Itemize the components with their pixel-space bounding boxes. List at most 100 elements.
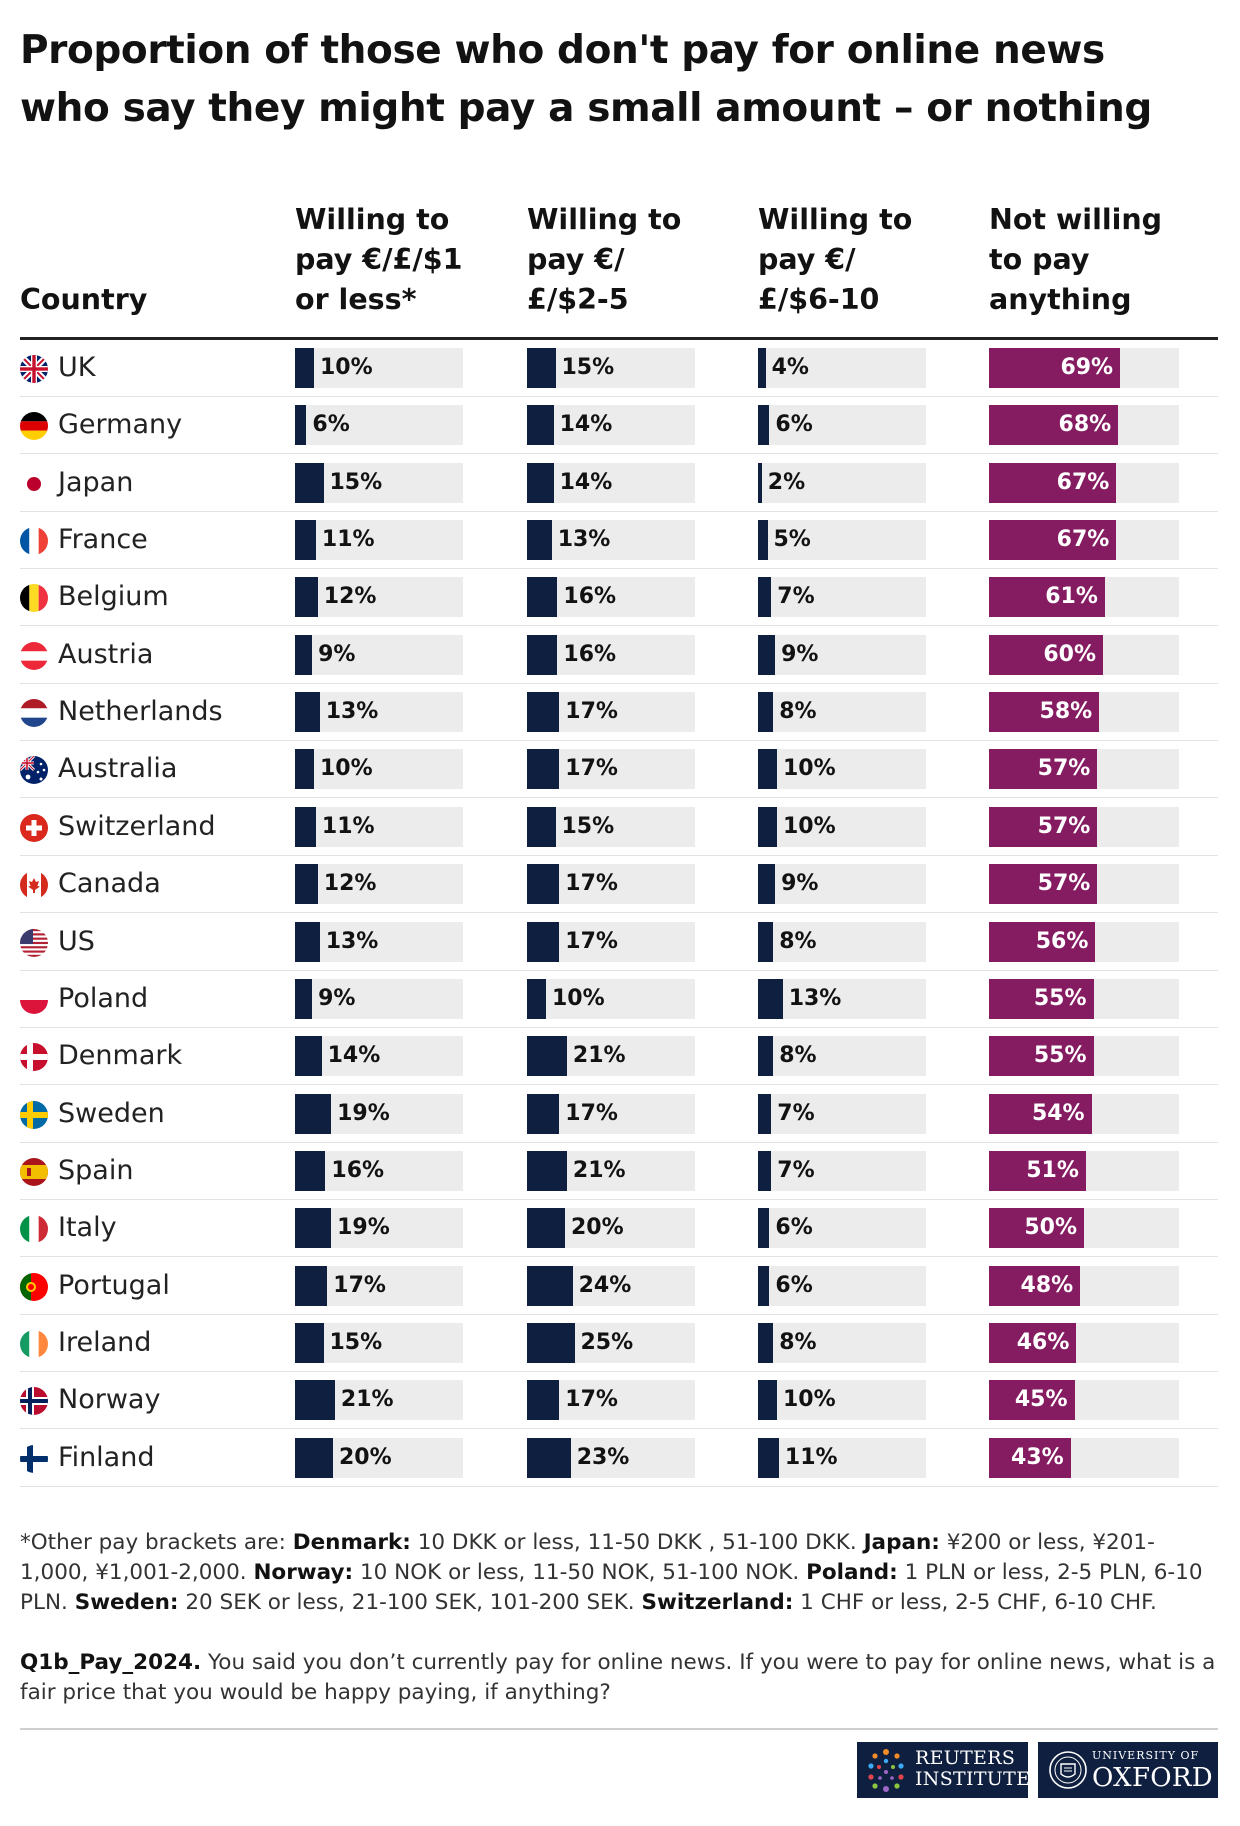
country-label: Finland [58, 1441, 155, 1473]
bar-not-willing [989, 1265, 1081, 1306]
table-row: Spain 16% 21% 7% 51% [20, 1142, 1218, 1200]
table-row: Norway 21% 17% 10% 45% [20, 1371, 1218, 1430]
table-row: Ireland 15% 25% 8% 46% [20, 1314, 1218, 1372]
bar-not-willing [989, 749, 1098, 790]
bar-track-willing-2-5: 14% [527, 405, 695, 446]
data-label-willing-1-or-less: 10% [320, 756, 373, 782]
bar-track-willing-6-10: 7% [758, 1093, 926, 1134]
flag-spain-icon [20, 1157, 48, 1186]
bar-willing-2-5 [527, 749, 560, 790]
row-divider [20, 912, 1218, 914]
bar-not-willing [989, 1150, 1086, 1191]
flag-italy-icon [20, 1215, 48, 1244]
footnote-label: Denmark: [292, 1530, 411, 1555]
header-rule [20, 337, 1218, 340]
bar-track-not-willing: 43% [989, 1437, 1179, 1478]
bar-track-willing-2-5: 17% [527, 921, 695, 962]
table-row: Belgium 12% 16% 7% 61% [20, 568, 1218, 627]
bar-willing-2-5 [527, 462, 554, 503]
flag-switzerland-icon [20, 813, 48, 842]
bar-willing-6-10 [758, 921, 774, 962]
bar-willing-1-or-less [295, 864, 318, 905]
bar-track-willing-2-5: 10% [527, 978, 695, 1019]
row-divider [20, 1026, 1218, 1028]
flag-australia-icon [20, 756, 48, 785]
data-label-willing-1-or-less: 13% [325, 928, 379, 954]
bar-willing-6-10 [758, 1322, 774, 1363]
flag-us-icon [20, 928, 48, 957]
data-label-willing-1-or-less: 11% [321, 527, 375, 553]
header-col-2-line-2: pay €/ [527, 243, 625, 276]
data-label-willing-2-5: 15% [561, 813, 615, 839]
data-label-willing-1-or-less: 19% [337, 1215, 390, 1241]
data-label-not-willing: 67% [1056, 527, 1110, 553]
footnote-text: 1 CHF or less, 2-5 CHF, 6-10 CHF. [793, 1590, 1157, 1615]
bar-not-willing [989, 634, 1103, 675]
bar-track-willing-2-5: 21% [527, 1150, 695, 1191]
data-label-willing-1-or-less: 13% [325, 699, 379, 725]
data-label-willing-2-5: 17% [565, 756, 618, 782]
reuters-logo-line-2: INSTITUTE [915, 1768, 1031, 1790]
data-label-willing-2-5: 25% [580, 1329, 634, 1355]
bar-willing-2-5 [527, 1437, 571, 1478]
bar-not-willing [989, 1380, 1075, 1421]
table-row: Australia 10% 17% 10% 57% [20, 740, 1218, 799]
bar-track-willing-6-10: 8% [758, 692, 926, 733]
bar-track-not-willing: 58% [989, 692, 1179, 733]
bar-track-willing-6-10: 9% [758, 634, 926, 675]
bar-track-willing-2-5: 24% [527, 1265, 695, 1306]
data-label-not-willing: 45% [1014, 1387, 1068, 1413]
bar-willing-6-10 [758, 520, 768, 561]
oxford-logo-line-1: UNIVERSITY OF [1092, 1749, 1200, 1762]
flag-belgium-icon [20, 584, 48, 613]
country-label: France [58, 524, 148, 556]
flag-sweden-icon [20, 1100, 48, 1129]
bar-track-not-willing: 45% [989, 1380, 1179, 1421]
bar-willing-1-or-less [295, 806, 316, 847]
bar-track-willing-1-or-less: 12% [295, 577, 463, 618]
bar-track-willing-1-or-less: 16% [295, 1150, 463, 1191]
bar-not-willing [989, 520, 1117, 561]
bar-not-willing [989, 806, 1098, 847]
bar-track-willing-6-10: 10% [758, 749, 926, 790]
header-country: Country [20, 283, 148, 316]
footnote-label: Norway: [253, 1560, 354, 1585]
data-label-not-willing: 60% [1043, 641, 1096, 667]
bar-not-willing [989, 1322, 1077, 1363]
bar-willing-1-or-less [295, 749, 314, 790]
bar-track-not-willing: 60% [989, 634, 1179, 675]
bar-willing-2-5 [527, 348, 556, 388]
bar-willing-1-or-less [295, 978, 313, 1019]
bar-willing-6-10 [758, 1036, 774, 1077]
bar-willing-2-5 [527, 864, 560, 905]
country-label: Austria [58, 638, 154, 670]
bar-track-willing-2-5: 20% [527, 1208, 695, 1249]
bar-willing-2-5 [527, 1265, 573, 1306]
footnote-label: Switzerland: [641, 1590, 794, 1615]
bar-track-willing-2-5: 16% [527, 634, 695, 675]
header-col-2-line-1: Willing to [527, 203, 682, 236]
flag-france-icon [20, 527, 48, 556]
row-divider [20, 625, 1218, 627]
bar-willing-2-5 [527, 692, 560, 733]
table-row: Canada 12% 17% 9% 57% [20, 855, 1218, 914]
bar-not-willing [989, 577, 1105, 618]
bar-track-willing-1-or-less: 17% [295, 1265, 463, 1306]
bar-willing-2-5 [527, 1208, 565, 1249]
bar-not-willing [989, 978, 1094, 1019]
country-label: Belgium [58, 581, 169, 613]
data-label-willing-1-or-less: 12% [323, 584, 377, 610]
data-label-willing-2-5: 23% [576, 1444, 630, 1470]
bar-willing-6-10 [758, 692, 774, 733]
bar-willing-2-5 [527, 1036, 567, 1077]
footnote-label: Poland: [806, 1560, 898, 1585]
data-label-willing-6-10: 10% [783, 1387, 836, 1413]
data-label-willing-1-or-less: 20% [339, 1444, 392, 1470]
bar-track-willing-6-10: 4% [758, 348, 926, 388]
table-row: Netherlands 13% 17% 8% 58% [20, 683, 1218, 742]
data-label-willing-2-5: 21% [572, 1043, 626, 1069]
bar-track-not-willing: 67% [989, 462, 1179, 503]
data-label-willing-6-10: 7% [777, 1157, 815, 1183]
data-label-willing-2-5: 14% [559, 469, 613, 495]
flag-germany-icon [20, 412, 48, 441]
